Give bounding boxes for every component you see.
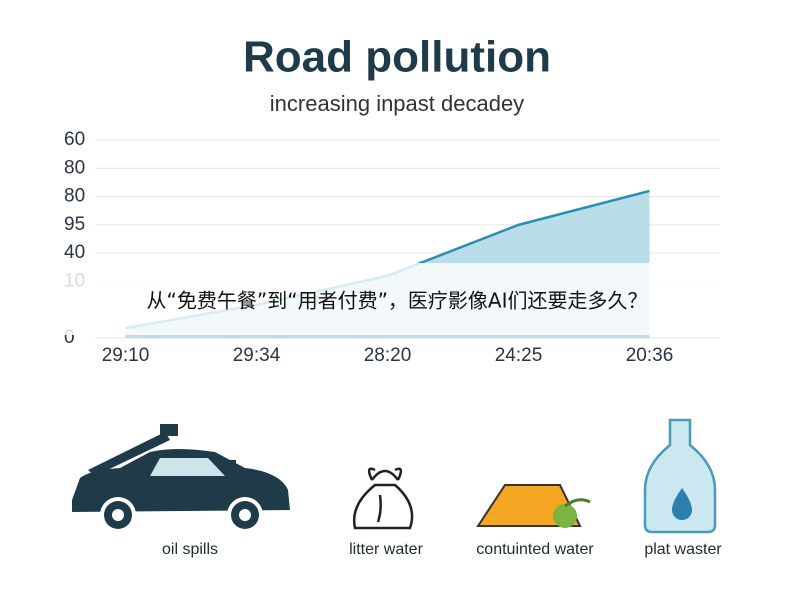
icon-label: litter water [349,541,423,558]
y-tick-label: 40 [64,242,85,263]
x-tick-label: 29:10 [102,345,150,366]
x-tick-label: 20:36 [626,345,674,366]
bag-icon [352,467,414,530]
car-icon [72,424,290,533]
y-tick-label: 60 [64,129,85,150]
x-tick-label: 28:20 [364,345,412,366]
x-tick-label: 29:34 [233,345,281,366]
bottle-icon [643,418,717,534]
overlay-text: 从“免费午餐”到“用者付费”，医疗影像AI们还要走多久？ [146,289,647,313]
y-tick-label: 0 [64,327,75,348]
x-tick-label: 24:25 [495,345,543,366]
chart-subtitle: increasing inpast decadey [270,91,524,116]
tent-icon [476,484,591,528]
icon-label: oil spills [162,541,218,558]
y-tick-label: 95 [64,214,85,235]
y-tick-label: 80 [64,157,85,178]
chart-title: Road pollution [243,33,551,82]
icon-label: contuinted water [476,541,594,558]
y-tick-label: 80 [64,186,85,207]
icon-label: plat waster [644,541,722,558]
overlay-banner [0,263,800,335]
